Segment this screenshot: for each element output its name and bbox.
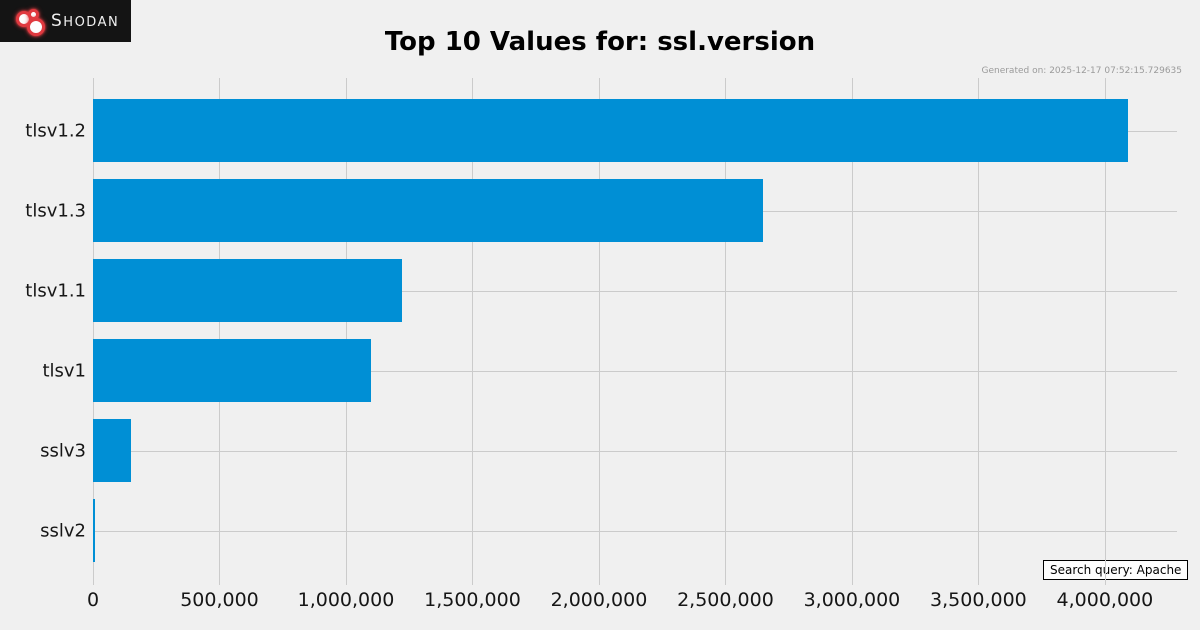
shodan-logo-icon xyxy=(0,0,50,42)
bar-chart-plot-area xyxy=(93,78,1177,585)
x-tick-label: 2,500,000 xyxy=(677,589,774,611)
y-tick-label: tlsv1.1 xyxy=(25,280,86,301)
x-tick-label: 1,000,000 xyxy=(297,589,395,611)
search-query-badge: Search query: Apache xyxy=(1043,560,1189,580)
bar-sslv2 xyxy=(93,499,96,562)
x-tick-label: 3,500,000 xyxy=(930,589,1027,611)
bar-tlsv1.3 xyxy=(93,179,764,242)
y-gridline xyxy=(93,450,1177,452)
y-tick-label: tlsv1.2 xyxy=(25,120,86,141)
x-tick-label: 1,500,000 xyxy=(424,589,521,611)
y-axis-labels: tlsv1.2 tlsv1.3 tlsv1.1 tlsv1 sslv3 sslv2 xyxy=(0,78,86,585)
shodan-logo-text: SHODAN xyxy=(51,11,119,31)
y-tick-label: tlsv1.3 xyxy=(25,200,86,221)
x-gridline xyxy=(93,78,94,585)
y-tick-label: tlsv1 xyxy=(42,360,86,381)
bar-tlsv1.2 xyxy=(93,99,1128,162)
x-tick-label: 4,000,000 xyxy=(1056,589,1154,611)
y-tick-label: sslv3 xyxy=(40,440,86,461)
logo-text-rest: HODAN xyxy=(63,15,120,30)
x-tick-label: 2,000,000 xyxy=(550,589,648,611)
bar-sslv3 xyxy=(93,419,131,482)
x-gridline xyxy=(219,78,221,585)
bar-tlsv1.1 xyxy=(93,259,402,322)
x-gridline xyxy=(725,78,727,585)
x-gridline xyxy=(1104,78,1106,585)
bar-tlsv1 xyxy=(93,339,372,402)
y-gridline xyxy=(93,370,1177,372)
x-tick-label: 500,000 xyxy=(180,589,259,611)
x-gridline xyxy=(978,78,980,585)
x-gridline xyxy=(851,78,853,585)
y-tick-label: sslv2 xyxy=(40,520,86,541)
logo-text-cap: S xyxy=(51,11,64,31)
shodan-logo: SHODAN xyxy=(0,0,131,42)
x-gridline xyxy=(345,78,347,585)
x-gridline xyxy=(598,78,600,585)
x-tick-label: 0 xyxy=(86,589,100,611)
logo-circle-icon xyxy=(27,18,45,36)
page-title: Top 10 Values for: ssl.version xyxy=(384,27,816,57)
generated-on-timestamp: Generated on: 2025-12-17 07:52:15.729635 xyxy=(981,66,1182,76)
y-gridline xyxy=(93,530,1177,532)
x-tick-label: 3,000,000 xyxy=(803,589,901,611)
y-gridline xyxy=(93,290,1177,292)
x-gridline xyxy=(472,78,474,585)
x-axis-labels: 0 500,000 1,000,000 1,500,000 2,000,000 2,500… xyxy=(0,589,1200,615)
